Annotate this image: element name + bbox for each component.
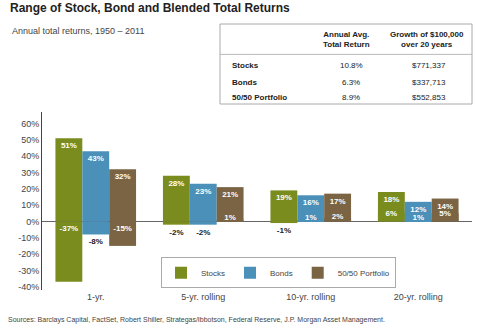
svg-text:2%: 2% xyxy=(332,212,344,221)
svg-text:19%: 19% xyxy=(276,193,292,202)
svg-text:Annual Avg.Total Return: Annual Avg.Total Return xyxy=(323,30,370,49)
svg-text:-2%: -2% xyxy=(169,228,183,237)
svg-text:Stocks: Stocks xyxy=(232,61,259,70)
svg-text:10%: 10% xyxy=(21,200,39,210)
svg-text:8.9%: 8.9% xyxy=(342,93,360,102)
svg-text:6%: 6% xyxy=(386,209,398,218)
svg-text:50/50 Portfolio: 50/50 Portfolio xyxy=(338,269,390,278)
svg-text:-15%: -15% xyxy=(113,224,132,233)
svg-text:10.8%: 10.8% xyxy=(340,61,363,70)
svg-text:18%: 18% xyxy=(383,195,399,204)
svg-text:51%: 51% xyxy=(61,141,77,150)
svg-text:30%: 30% xyxy=(21,168,39,178)
svg-text:-8%: -8% xyxy=(89,237,103,246)
svg-text:21%: 21% xyxy=(222,190,238,199)
svg-text:-1%: -1% xyxy=(277,226,291,235)
svg-text:60%: 60% xyxy=(21,119,39,129)
svg-text:0%: 0% xyxy=(26,217,39,227)
svg-text:50%: 50% xyxy=(21,135,39,145)
svg-text:-30%: -30% xyxy=(18,266,39,276)
svg-text:1-yr.: 1-yr. xyxy=(87,292,105,302)
svg-text:Sources: Barclays Capital, Fac: Sources: Barclays Capital, FactSet, Robe… xyxy=(8,316,385,324)
svg-text:-10%: -10% xyxy=(18,233,39,243)
svg-text:20-yr. rolling: 20-yr. rolling xyxy=(394,292,443,302)
svg-text:6.3%: 6.3% xyxy=(342,78,360,87)
svg-text:1%: 1% xyxy=(412,213,424,222)
svg-text:28%: 28% xyxy=(168,179,184,188)
svg-text:Bonds: Bonds xyxy=(232,78,257,87)
svg-text:-20%: -20% xyxy=(18,249,39,259)
svg-text:Growth of $100,000over 20 year: Growth of $100,000over 20 years xyxy=(390,30,464,49)
svg-text:5%: 5% xyxy=(439,209,451,218)
svg-text:$552,853: $552,853 xyxy=(412,93,446,102)
svg-text:-37%: -37% xyxy=(60,224,79,233)
svg-text:14%: 14% xyxy=(437,202,453,211)
svg-text:Range of Stock, Bond and Blend: Range of Stock, Bond and Blended Total R… xyxy=(10,1,290,15)
svg-text:32%: 32% xyxy=(115,172,131,181)
svg-text:20%: 20% xyxy=(21,184,39,194)
svg-text:Bonds: Bonds xyxy=(270,269,293,278)
svg-text:-2%: -2% xyxy=(196,228,210,237)
svg-text:43%: 43% xyxy=(88,154,104,163)
svg-text:Stocks: Stocks xyxy=(201,269,225,278)
svg-text:50/50 Portfolio: 50/50 Portfolio xyxy=(232,93,287,102)
svg-text:1%: 1% xyxy=(305,213,317,222)
svg-text:12%: 12% xyxy=(410,205,426,214)
svg-text:40%: 40% xyxy=(21,151,39,161)
svg-text:5-yr. rolling: 5-yr. rolling xyxy=(181,292,225,302)
svg-text:1%: 1% xyxy=(224,213,236,222)
svg-text:$337,713: $337,713 xyxy=(412,78,446,87)
svg-text:23%: 23% xyxy=(195,187,211,196)
svg-text:10-yr. rolling: 10-yr. rolling xyxy=(286,292,335,302)
svg-text:$771,337: $771,337 xyxy=(412,61,446,70)
svg-text:Annual total returns, 1950 – 2: Annual total returns, 1950 – 2011 xyxy=(12,26,144,36)
svg-text:-40%: -40% xyxy=(18,282,39,292)
svg-text:16%: 16% xyxy=(303,198,319,207)
svg-text:17%: 17% xyxy=(330,197,346,206)
